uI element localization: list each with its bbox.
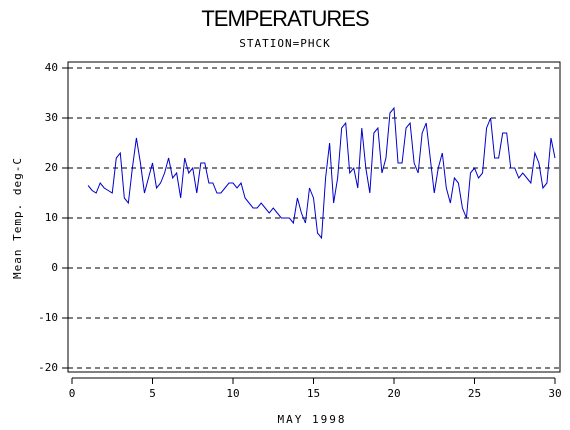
y-axis-label: Mean Temp. deg-C xyxy=(11,157,24,279)
x-tick-label: 15 xyxy=(307,387,320,400)
x-tick-label: 10 xyxy=(226,387,239,400)
x-tick-label: 30 xyxy=(548,387,561,400)
y-tick-label: 40 xyxy=(45,61,58,74)
chart-title: TEMPERATURES xyxy=(201,6,369,31)
x-tick-label: 20 xyxy=(387,387,400,400)
y-tick-label: -20 xyxy=(38,361,58,374)
y-tick-label: 0 xyxy=(51,261,58,274)
y-tick-label: 20 xyxy=(45,161,58,174)
data-line xyxy=(87,106,556,240)
chart-subtitle: STATION=PHCK xyxy=(239,37,330,50)
y-tick-label: 10 xyxy=(45,211,58,224)
x-tick-label: 25 xyxy=(468,387,481,400)
x-axis-label: MAY 1998 xyxy=(278,413,347,426)
y-tick-label: -10 xyxy=(38,311,58,324)
plot-frame xyxy=(67,61,561,373)
x-tick-label: 5 xyxy=(149,387,156,400)
x-tick-label: 0 xyxy=(69,387,76,400)
y-tick-label: 30 xyxy=(45,111,58,124)
